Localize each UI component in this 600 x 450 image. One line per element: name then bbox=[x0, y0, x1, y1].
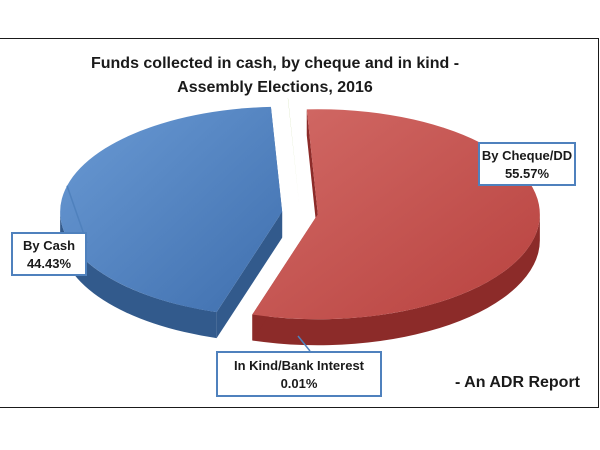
callout-in-kind: In Kind/Bank Interest 0.01% bbox=[216, 351, 382, 397]
pie-slice-in-kind bbox=[287, 98, 300, 204]
pie-slice-cheque bbox=[252, 109, 540, 320]
label-cash: By Cash bbox=[22, 238, 76, 253]
pie-rim-cheque bbox=[252, 214, 540, 346]
chart-title-line-2: Assembly Elections, 2016 bbox=[177, 79, 373, 96]
chart-frame bbox=[0, 38, 599, 408]
pie-rim-cash bbox=[60, 211, 217, 339]
value-in-kind: 0.01% bbox=[280, 376, 318, 391]
chart-title: Funds collected in cash, by cheque and i… bbox=[40, 52, 510, 100]
pie-slice-cash bbox=[60, 106, 283, 313]
callout-cash: By Cash 44.43% bbox=[11, 232, 87, 276]
label-cheque: By Cheque/DD bbox=[481, 148, 573, 163]
chart-title-line-1: Funds collected in cash, by cheque and i… bbox=[90, 55, 460, 72]
source-note: - An ADR Report bbox=[454, 374, 580, 391]
value-cash: 44.43% bbox=[26, 256, 72, 271]
pie-wall-cash-0 bbox=[216, 211, 283, 339]
pie-wall-cheque-0 bbox=[306, 109, 318, 241]
value-cheque: 55.57% bbox=[504, 166, 550, 181]
label-in-kind: In Kind/Bank Interest bbox=[233, 358, 365, 373]
callout-cheque: By Cheque/DD 55.57% bbox=[478, 142, 576, 186]
leader-line-in-kind bbox=[297, 335, 311, 352]
